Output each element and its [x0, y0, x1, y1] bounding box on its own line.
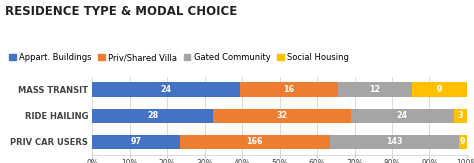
Bar	[92, 135, 180, 149]
Text: 3: 3	[458, 111, 463, 120]
Text: 16: 16	[283, 85, 294, 94]
Bar	[330, 135, 459, 149]
Bar	[92, 82, 240, 97]
Bar	[351, 109, 454, 123]
Bar	[240, 82, 338, 97]
Bar	[338, 82, 411, 97]
Text: 24: 24	[161, 85, 172, 94]
Text: 12: 12	[369, 85, 380, 94]
Bar	[411, 82, 467, 97]
Text: 24: 24	[397, 111, 408, 120]
Bar	[213, 109, 351, 123]
Bar	[180, 135, 330, 149]
Legend: Appart. Buildings, Priv/Shared Villa, Gated Community, Social Housing: Appart. Buildings, Priv/Shared Villa, Ga…	[9, 53, 349, 62]
Text: 32: 32	[276, 111, 287, 120]
Bar	[92, 109, 213, 123]
Text: 9: 9	[437, 85, 442, 94]
Bar	[459, 135, 467, 149]
Text: 28: 28	[147, 111, 158, 120]
Text: 166: 166	[246, 137, 263, 146]
Bar	[454, 109, 467, 123]
Text: 97: 97	[131, 137, 142, 146]
Text: 143: 143	[386, 137, 402, 146]
Text: 9: 9	[460, 137, 465, 146]
Text: RESIDENCE TYPE & MODAL CHOICE: RESIDENCE TYPE & MODAL CHOICE	[5, 5, 237, 18]
